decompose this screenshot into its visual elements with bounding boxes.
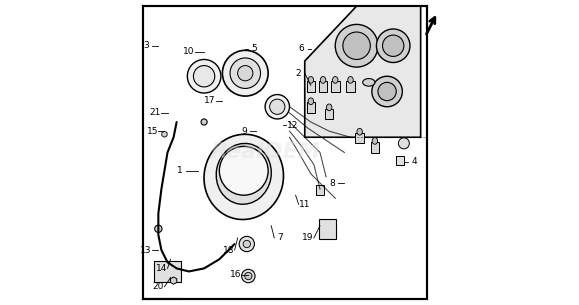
Text: 16: 16	[230, 270, 242, 279]
Text: 6: 6	[299, 44, 305, 53]
Text: 3: 3	[143, 41, 149, 50]
FancyBboxPatch shape	[306, 102, 315, 113]
Circle shape	[265, 95, 290, 119]
FancyBboxPatch shape	[306, 81, 315, 92]
FancyBboxPatch shape	[395, 156, 405, 165]
Text: 19: 19	[302, 233, 314, 242]
Circle shape	[383, 35, 404, 56]
Circle shape	[372, 76, 402, 107]
Circle shape	[222, 50, 268, 96]
FancyBboxPatch shape	[325, 109, 334, 119]
Circle shape	[335, 24, 378, 67]
Circle shape	[270, 99, 285, 114]
Circle shape	[243, 240, 251, 248]
FancyBboxPatch shape	[319, 219, 336, 239]
Text: 12: 12	[287, 120, 298, 130]
Text: 4: 4	[412, 157, 417, 166]
Ellipse shape	[308, 98, 314, 105]
Polygon shape	[305, 6, 421, 137]
Circle shape	[230, 58, 261, 88]
Ellipse shape	[204, 134, 284, 220]
Circle shape	[376, 29, 410, 63]
Ellipse shape	[216, 143, 272, 204]
Circle shape	[245, 272, 252, 280]
Text: 21: 21	[149, 108, 161, 117]
Text: 13: 13	[140, 246, 152, 255]
Text: 18: 18	[223, 246, 234, 255]
Circle shape	[237, 66, 253, 81]
Circle shape	[155, 225, 162, 232]
Ellipse shape	[357, 128, 362, 135]
Text: 1: 1	[177, 166, 182, 175]
Text: 5: 5	[251, 44, 257, 53]
FancyBboxPatch shape	[356, 133, 364, 143]
Ellipse shape	[372, 138, 378, 144]
FancyBboxPatch shape	[346, 81, 355, 92]
FancyBboxPatch shape	[316, 185, 324, 195]
Text: 10: 10	[183, 47, 195, 56]
Ellipse shape	[308, 77, 314, 83]
Circle shape	[219, 146, 268, 195]
FancyBboxPatch shape	[331, 81, 339, 92]
Circle shape	[343, 32, 371, 59]
FancyBboxPatch shape	[155, 261, 181, 282]
Ellipse shape	[332, 77, 338, 83]
Ellipse shape	[348, 77, 353, 83]
Text: 17: 17	[204, 96, 216, 105]
Circle shape	[241, 269, 255, 283]
FancyBboxPatch shape	[143, 6, 427, 299]
FancyBboxPatch shape	[371, 142, 379, 152]
Text: 20: 20	[153, 282, 164, 291]
Text: 9: 9	[241, 127, 247, 136]
Ellipse shape	[362, 78, 375, 86]
Text: RealOEM: RealOEM	[210, 142, 320, 163]
Circle shape	[378, 82, 396, 101]
Text: 2: 2	[296, 69, 302, 78]
FancyBboxPatch shape	[319, 81, 327, 92]
Text: 15: 15	[146, 127, 158, 136]
Text: 8: 8	[329, 178, 335, 188]
Text: 7: 7	[277, 233, 283, 242]
Text: 14: 14	[156, 264, 167, 273]
Circle shape	[193, 66, 215, 87]
Circle shape	[201, 119, 207, 125]
Circle shape	[188, 59, 221, 93]
Ellipse shape	[327, 104, 332, 111]
Circle shape	[239, 236, 254, 252]
Circle shape	[398, 138, 409, 149]
Text: 11: 11	[299, 200, 310, 209]
Ellipse shape	[320, 77, 326, 83]
